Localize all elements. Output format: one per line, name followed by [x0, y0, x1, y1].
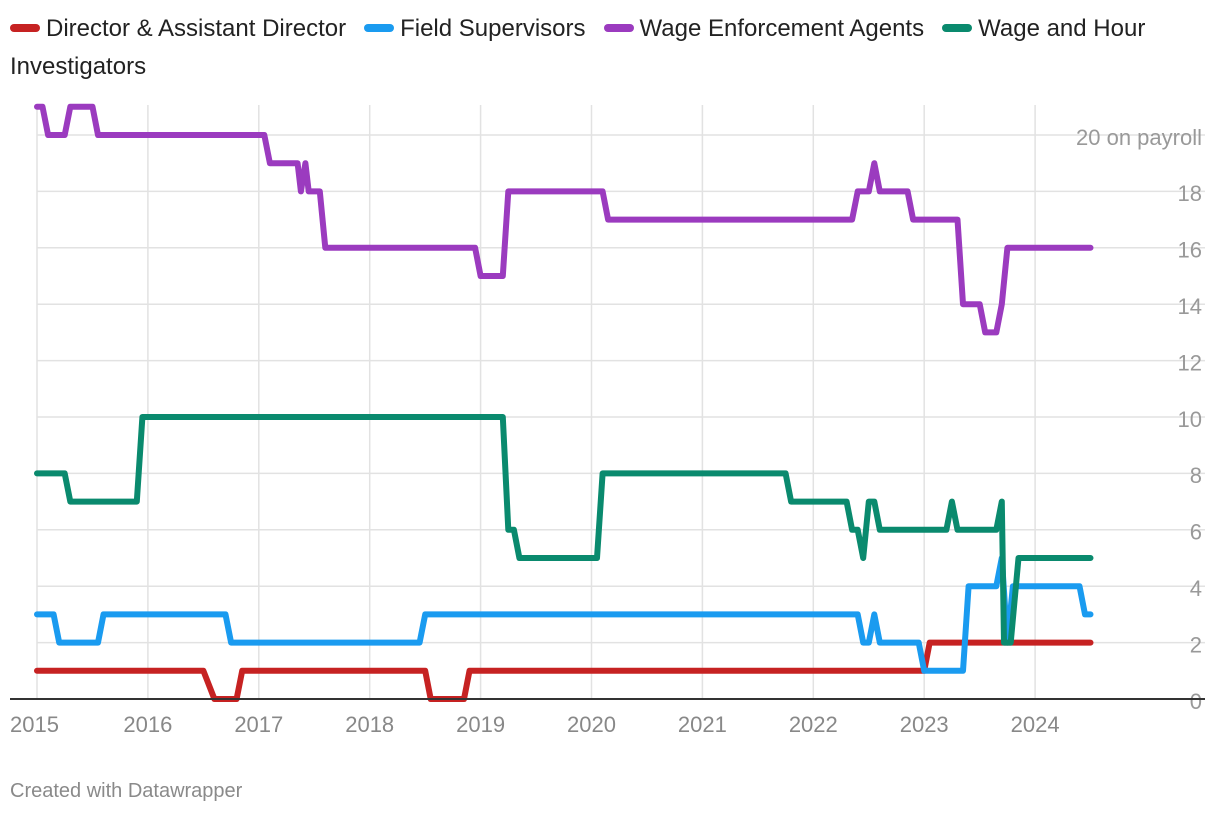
legend-swatch: [603, 23, 634, 32]
y-tick-label: 18: [1178, 181, 1202, 206]
series-line: [34, 414, 1094, 646]
legend-label: Director & Assistant Director: [46, 15, 347, 42]
y-tick-label: 2: [1190, 632, 1202, 657]
legend-item: Wage Enforcement Agents: [603, 15, 925, 42]
grid-lines: [36, 105, 1205, 699]
x-tick-label: 2018: [345, 712, 394, 737]
y-axis-ticks: 0 2 4 6 8 10 12 14 16 18 20 on payroll: [1076, 125, 1202, 714]
x-tick-label: 2024: [1011, 712, 1060, 737]
x-tick-label: 2021: [678, 712, 727, 737]
legend-label: Wage and Hour Investigators: [10, 15, 1146, 80]
x-tick-label: 2023: [900, 712, 949, 737]
x-tick-label: 2022: [789, 712, 838, 737]
y-tick-label: 6: [1190, 520, 1202, 545]
y-tick-label: 4: [1190, 576, 1202, 601]
legend: Director & Assistant Director Field Super…: [10, 10, 1200, 86]
y-tick-label: 10: [1178, 407, 1202, 432]
footer-credit: Created with Datawrapper: [10, 780, 243, 802]
x-tick-label: 2016: [123, 712, 172, 737]
y-tick-label: 8: [1190, 463, 1202, 488]
x-tick-label: 2019: [456, 712, 505, 737]
series-line: [34, 103, 1094, 336]
x-tick-label: 2020: [567, 712, 616, 737]
legend-item: Wage and Hour Investigators: [10, 15, 1145, 80]
series-line: [34, 555, 1094, 674]
x-tick-label: 2017: [234, 712, 283, 737]
y-tick-label: 20 on payroll: [1076, 125, 1202, 150]
y-tick-label: 16: [1178, 238, 1202, 263]
legend-label: Wage Enforcement Agents: [639, 15, 925, 42]
x-tick-label: 2015: [10, 712, 59, 737]
y-tick-label: 12: [1178, 350, 1202, 375]
legend-item: Field Supervisors: [364, 15, 586, 42]
legend-item: Director & Assistant Director: [10, 15, 346, 42]
series-lines: [34, 103, 1094, 702]
x-axis-ticks: 2015 2016 2017 2018 2019 2020 2021 2022 2023 2024: [10, 712, 1060, 737]
legend-swatch: [364, 23, 395, 32]
y-tick-label: 0: [1190, 689, 1202, 714]
legend-swatch: [10, 23, 40, 32]
legend-label: Field Supervisors: [400, 15, 586, 42]
y-tick-label: 14: [1178, 294, 1202, 319]
legend-swatch: [942, 23, 973, 32]
